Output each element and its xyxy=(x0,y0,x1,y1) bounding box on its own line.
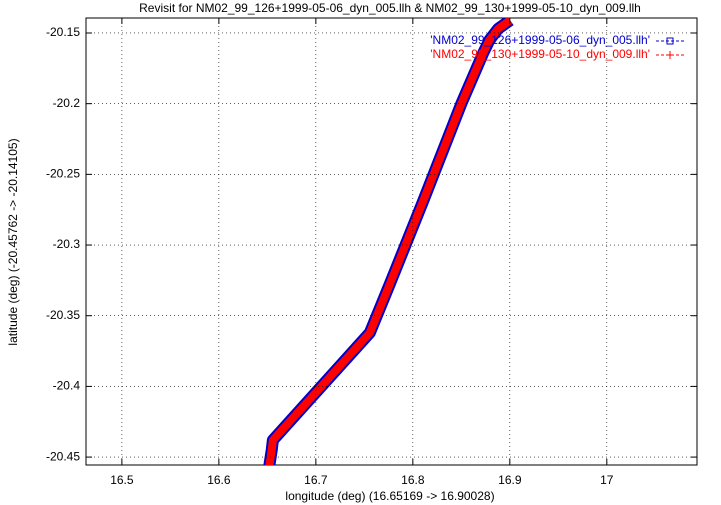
chart-title: Revisit for NM02_99_126+1999-05-06_dyn_0… xyxy=(139,1,641,15)
plot-area xyxy=(263,18,514,465)
x-tick-label: 16.6 xyxy=(207,473,231,487)
y-tick-label: -20.3 xyxy=(53,237,81,251)
x-tick-label: 17 xyxy=(600,473,614,487)
y-tick-label: -20.35 xyxy=(46,308,80,322)
y-tick-label: -20.25 xyxy=(46,167,80,181)
x-tick-label: 16.5 xyxy=(110,473,134,487)
x-tick-label: 16.7 xyxy=(304,473,328,487)
plot-frame xyxy=(85,17,698,466)
legend-marker xyxy=(666,37,674,45)
x-tick-label: 16.8 xyxy=(401,473,425,487)
legend-label: 'NM02_99_126+1999-05-06_dyn_005.llh' xyxy=(430,33,650,47)
y-tick-label: -20.15 xyxy=(46,25,80,39)
series-line xyxy=(265,18,513,465)
y-axis-label: latitude (deg) (-20.45762 -> -20.14105) xyxy=(6,138,20,345)
legend-label: 'NM02_99_130+1999-05-10_dyn_009.llh' xyxy=(430,47,650,61)
y-tick-label: -20.45 xyxy=(46,449,80,463)
x-tick-label: 16.9 xyxy=(498,473,522,487)
y-tick-label: -20.4 xyxy=(53,379,81,393)
x-axis-label: longitude (deg) (16.65169 -> 16.90028) xyxy=(285,489,494,503)
y-tick-label: -20.2 xyxy=(53,96,81,110)
